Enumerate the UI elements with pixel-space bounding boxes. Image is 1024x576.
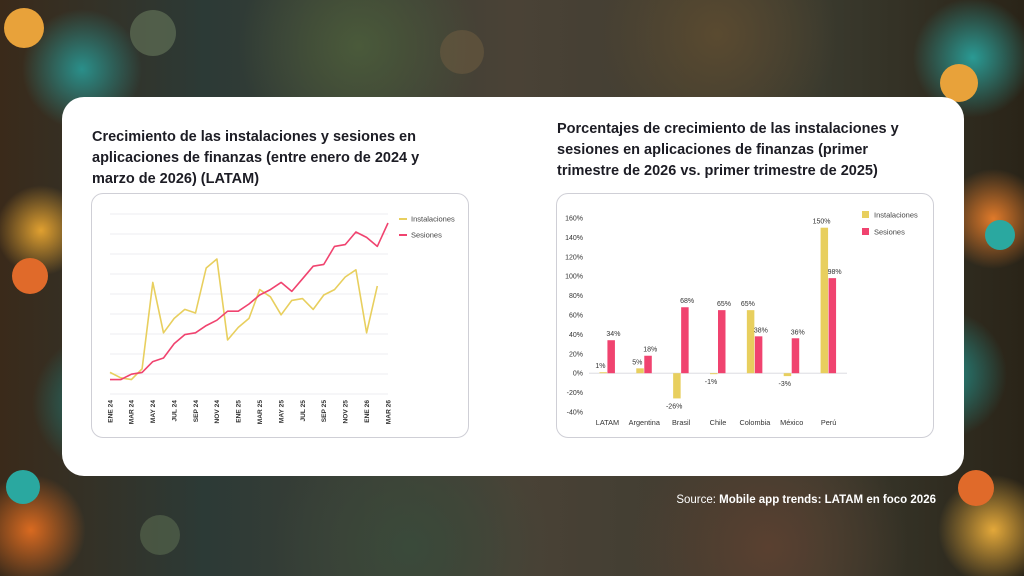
series-line-instalaciones [109, 258, 379, 381]
left-chart-title: Crecimiento de las instalaciones y sesio… [92, 129, 420, 187]
y-tick-label: 160% [565, 216, 583, 223]
x-category-label: Perú [821, 418, 836, 427]
legend-swatch [862, 211, 869, 218]
y-tick-label: 40% [569, 332, 583, 339]
decor-flower [140, 515, 180, 555]
data-label: 68% [680, 298, 694, 305]
data-label: 5% [632, 359, 642, 366]
decor-flower [958, 470, 994, 506]
y-tick-label: 0% [573, 371, 583, 378]
content-card: Crecimiento de las instalaciones y sesio… [62, 97, 964, 476]
bar-sesiones [607, 340, 615, 374]
data-label: 36% [791, 329, 805, 336]
source-prefix: Source: [676, 494, 720, 506]
right-chart-title: Porcentajes de crecimiento de las instal… [557, 121, 899, 179]
x-tick-label: ENE 26 [364, 400, 371, 423]
decor-flower [130, 10, 176, 56]
data-label: 65% [717, 301, 731, 308]
data-label: -26% [666, 403, 682, 410]
x-tick-label: MAR 24 [129, 400, 136, 425]
y-tick-label: -40% [567, 410, 583, 417]
x-category-label: LATAM [596, 418, 619, 427]
source-text: Mobile app trends: LATAM en foco 2026 [719, 494, 936, 506]
x-tick-label: ENE 25 [236, 400, 243, 423]
x-category-label: Colombia [739, 418, 771, 427]
x-category-label: Chile [710, 418, 727, 427]
y-tick-label: 140% [565, 235, 583, 242]
bar-sesiones [644, 355, 652, 374]
bar-sesiones [718, 310, 726, 374]
x-category-label: Argentina [629, 418, 661, 427]
bar-sesiones [681, 307, 689, 374]
legend-label: Instalaciones [411, 215, 455, 224]
y-tick-label: 100% [565, 274, 583, 281]
y-tick-label: 120% [565, 254, 583, 261]
source-note: Source: Mobile app trends: LATAM en foco… [676, 494, 936, 506]
bar-instalaciones [710, 373, 718, 375]
decor-flower [12, 258, 48, 294]
line-chart: ENE 24 MAR 24 MAY 24 JUL 24 SEP 24 NOV 24 ENE … [107, 213, 455, 425]
x-tick-label: SEP 24 [193, 400, 200, 423]
decor-flower [440, 30, 484, 74]
decor-flower [985, 220, 1015, 250]
series-line-sesiones [110, 222, 389, 381]
legend-label: Instalaciones [874, 211, 918, 220]
data-label: 150% [813, 219, 831, 226]
decor-flower [940, 64, 978, 102]
data-label: 38% [754, 327, 768, 334]
y-tick-label: 80% [569, 293, 583, 300]
x-tick-label: MAY 24 [150, 400, 157, 423]
x-tick-label: MAY 25 [278, 400, 285, 423]
y-tick-label: -20% [567, 390, 583, 397]
bar-sesiones [828, 278, 837, 374]
decor-flower [4, 8, 44, 48]
line-chart-panel: ENE 24 MAR 24 MAY 24 JUL 24 SEP 24 NOV 24 ENE … [91, 193, 469, 438]
x-tick-label: ENE 24 [107, 400, 114, 423]
x-category-label: Brasil [672, 418, 691, 427]
x-tick-label: NOV 25 [343, 400, 350, 424]
bar-sesiones [791, 338, 800, 374]
y-tick-label: 20% [569, 351, 583, 358]
data-label: 18% [643, 347, 657, 354]
data-label: -3% [778, 381, 790, 388]
data-label: 98% [828, 269, 842, 276]
legend-label: Sesiones [411, 231, 442, 240]
x-tick-label: NOV 24 [214, 400, 221, 424]
decor-flower [6, 470, 40, 504]
bar-instalaciones [746, 310, 755, 374]
x-tick-label: SEP 25 [321, 400, 328, 423]
legend-label: Sesiones [874, 228, 905, 237]
bar-instalaciones [783, 373, 792, 377]
x-category-label: México [780, 418, 803, 427]
data-label: -1% [705, 379, 717, 386]
bar-instalaciones [599, 372, 607, 374]
bar-chart: 160% 140% 120% 100% 80% 60% 40% 20% 0% -20% -40% 1%… [565, 211, 918, 428]
x-tick-label: JUL 24 [171, 400, 178, 422]
data-label: 65% [741, 301, 755, 308]
bar-instalaciones [673, 373, 681, 399]
x-tick-label: MAR 25 [257, 400, 264, 425]
legend-swatch [862, 228, 869, 235]
data-label: 1% [595, 363, 605, 370]
bar-chart-panel: 160% 140% 120% 100% 80% 60% 40% 20% 0% -20% -40% 1%… [556, 193, 934, 438]
x-tick-label: MAR 26 [385, 400, 392, 425]
bar-instalaciones [636, 368, 644, 374]
y-tick-label: 60% [569, 313, 583, 320]
bar-instalaciones [820, 227, 829, 374]
bar-sesiones [754, 336, 763, 374]
data-label: 34% [606, 331, 620, 338]
x-tick-label: JUL 25 [300, 400, 307, 422]
